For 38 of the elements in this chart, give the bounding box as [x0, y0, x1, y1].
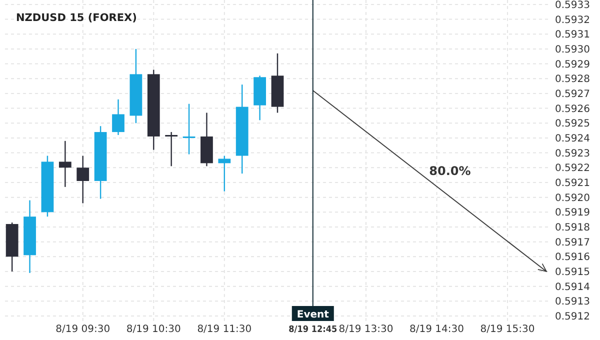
y-tick-label: 0.5928: [555, 74, 590, 86]
y-tick-label: 0.5915: [555, 266, 590, 278]
ref-line-label: Event: [296, 310, 330, 320]
y-tick-label: 0.5929: [555, 59, 590, 70]
y-tick-label: 0.5912: [555, 312, 590, 322]
y-tick-label: 0.5916: [555, 252, 590, 264]
candlestick: [182, 103, 196, 155]
annotation: 80.0%: [429, 164, 471, 178]
x-tick-label: 8/19 10:30: [126, 324, 181, 335]
x-tick-label: 8/19 09:30: [56, 324, 110, 335]
y-tick-label: 0.5917: [555, 237, 590, 248]
y-tick-label: 0.5925: [555, 118, 590, 130]
candlestick: [112, 98, 124, 136]
x-tick-label: 8/19 14:30: [410, 324, 464, 335]
x-tick-label: 8/19 13:30: [338, 324, 394, 335]
x-tick-label: 8/19 15:30: [480, 324, 535, 335]
y-tick-label: 0.5933: [555, 0, 590, 11]
candlestick: [76, 155, 90, 204]
y-tick-label: 0.5931: [555, 30, 590, 41]
text: NZDUSD 15 (FOREX): [16, 12, 137, 24]
y-tick-label: 0.5922: [555, 163, 590, 174]
candlestick: [165, 131, 178, 167]
candlestick: [218, 155, 231, 192]
y-tick-label: 0.5921: [555, 178, 590, 189]
x-tick-label: 8/19 11:30: [197, 324, 252, 335]
y-tick-label: 0.5924: [555, 133, 590, 144]
candlestick: [58, 140, 72, 188]
y-tick-label: 0.5930: [555, 44, 590, 56]
y-tick-label: 0.5923: [555, 148, 590, 160]
y-tick-label: 0.5927: [555, 88, 590, 100]
y-tick-label: 0.5920: [555, 192, 590, 204]
x-tick-label: 8/19 12:45: [288, 325, 338, 335]
y-tick-label: 0.5914: [555, 282, 590, 293]
y-tick-label: 0.5913: [555, 296, 590, 308]
y-tick-label: 0.5932: [555, 14, 590, 26]
y-tick-label: 0.5919: [555, 208, 590, 219]
y-tick-label: 0.5918: [555, 222, 590, 234]
y-tick-label: 0.5926: [555, 104, 590, 115]
